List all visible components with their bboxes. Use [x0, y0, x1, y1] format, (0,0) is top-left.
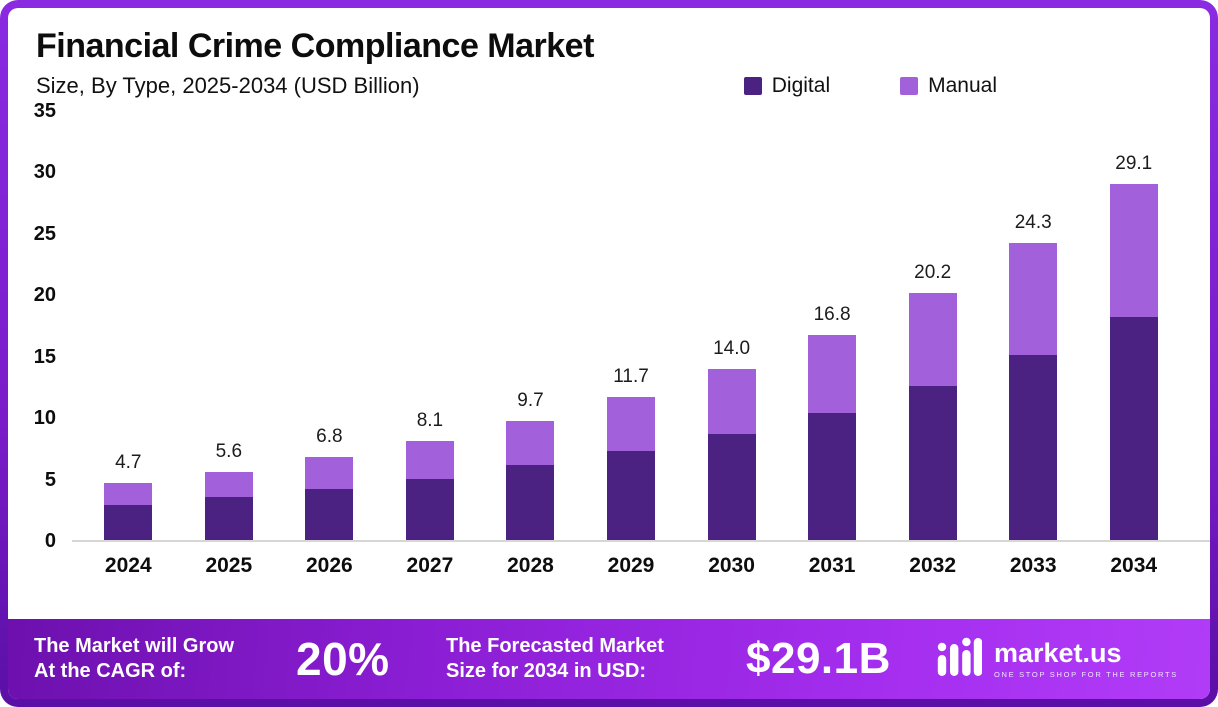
bar-total-label: 5.6: [215, 440, 243, 462]
bar-segment-digital: [204, 497, 253, 540]
cagr-label: The Market will Grow At the CAGR of:: [34, 634, 296, 684]
bar-column: 14.0: [681, 112, 782, 540]
bar-total-label: 29.1: [1115, 153, 1153, 175]
bar-total-label: 20.2: [914, 262, 952, 283]
bar-column: 4.7: [78, 112, 179, 540]
bar-total-label: 8.1: [416, 409, 444, 431]
bar-segment-manual: [1009, 242, 1058, 356]
bar-segment-digital: [506, 465, 555, 540]
legend-swatch: [743, 77, 762, 95]
bar-segment-manual: [204, 471, 253, 498]
chart-subtitle: Size, By Type, 2025-2034 (USD Billion): [36, 73, 420, 98]
y-axis-label: 5: [44, 468, 56, 491]
bar-segment-manual: [607, 396, 655, 451]
report-card-inner: Financial Crime Compliance Market Size, …: [8, 8, 1210, 699]
y-axis-label: 25: [33, 222, 56, 245]
bar-segment-manual: [808, 334, 857, 413]
bar-column: 16.8: [782, 112, 883, 540]
bar-segment-manual: [104, 482, 153, 505]
chart-title: Financial Crime Compliance Market: [36, 27, 594, 65]
plot-column: 4.7 5.6 6.8 8.1 9.7 11.7 14.0 16.8 20.2 24.3 29.1 …: [72, 112, 1210, 578]
legend-item: Manual: [900, 74, 997, 98]
forecast-label-line1: The Forecasted Market: [446, 635, 664, 657]
bar-segment-manual: [305, 456, 354, 489]
bar-column: 9.7: [480, 112, 581, 540]
bar-segment-manual: [1109, 184, 1158, 318]
brand-name: market.us: [993, 638, 1122, 668]
market-us-logo-icon: [936, 634, 983, 685]
bar-segment-digital: [908, 385, 957, 540]
bar-column: 5.6: [179, 112, 280, 540]
bar-total-label: 14.0: [713, 337, 751, 359]
brand-text: market.us ONE STOP SHOP FOR THE REPORTS: [994, 639, 1178, 679]
bar-segment-digital: [707, 433, 756, 540]
bar-column: 20.2: [882, 112, 983, 540]
y-axis: 0 5 10 15 20 25 30 35: [8, 100, 72, 552]
chart: 0 5 10 15 20 25 30 35 4.7 5.6 6.8 8.1 9.7 11.7 14.0 16…: [8, 100, 1210, 578]
x-axis-label: 2034: [1110, 554, 1158, 577]
plot-area: 4.7 5.6 6.8 8.1 9.7 11.7 14.0 16.8 20.2 24.3 29.1: [72, 112, 1210, 542]
legend-item: Digital: [743, 74, 831, 98]
forecast-label: The Forecasted Market Size for 2034 in U…: [446, 634, 746, 684]
legend: Digital Manual: [743, 74, 1182, 98]
bar-segment-digital: [1109, 317, 1158, 540]
x-axis-label: 2032: [909, 554, 956, 577]
bar-segment-manual: [506, 421, 555, 466]
bar-total-label: 24.3: [1014, 211, 1052, 233]
footer-banner: The Market will Grow At the CAGR of: 20%…: [8, 619, 1210, 699]
cagr-label-line2: At the CAGR of:: [34, 660, 187, 682]
bar-segment-manual: [707, 368, 756, 434]
bar-segment-digital: [607, 450, 655, 540]
x-axis-label: 2028: [507, 554, 554, 577]
y-axis-label: 0: [44, 530, 56, 552]
bar-column: 6.8: [279, 112, 380, 540]
bar-segment-digital: [1009, 355, 1058, 540]
y-axis-label: 10: [33, 407, 56, 430]
x-axis-label: 2024: [104, 554, 152, 577]
bar-total-label: 6.8: [316, 425, 343, 447]
x-axis: 2024 2025 2026 2027 2028 2029 2030 2031 2032 2033…: [72, 554, 1210, 578]
x-axis-label: 2033: [1009, 554, 1057, 577]
bar-segment-digital: [305, 488, 354, 540]
forecast-value: $29.1B: [746, 634, 891, 683]
x-axis-label: 2025: [205, 554, 253, 577]
bar-segment-digital: [104, 504, 153, 540]
bar-segment-manual: [908, 293, 957, 386]
bar-segment-manual: [405, 440, 454, 479]
y-axis-label: 20: [33, 284, 56, 307]
bar-total-label: 4.7: [115, 451, 142, 473]
cagr-value: 20%: [296, 633, 390, 685]
bar-segment-digital: [405, 478, 454, 540]
cagr-label-line1: The Market will Grow: [34, 635, 235, 657]
legend-swatch: [900, 77, 919, 95]
chart-header: Financial Crime Compliance Market Size, …: [8, 8, 1210, 102]
x-axis-label: 2027: [406, 554, 454, 577]
subtitle-row: Size, By Type, 2025-2034 (USD Billion) D…: [36, 70, 1182, 102]
legend-label: Digital: [771, 74, 831, 97]
brand-tagline: ONE STOP SHOP FOR THE REPORTS: [993, 670, 1178, 679]
bar-total-label: 9.7: [517, 390, 544, 412]
brand: market.us ONE STOP SHOP FOR THE REPORTS: [936, 634, 1184, 685]
legend-label: Manual: [928, 74, 997, 97]
forecast-label-line2: Size for 2034 in USD:: [446, 660, 647, 682]
y-axis-label: 30: [33, 161, 56, 184]
bar-total-label: 11.7: [613, 365, 649, 387]
y-axis-label: 15: [33, 345, 56, 368]
x-axis-label: 2030: [708, 554, 755, 577]
y-axis-label: 35: [33, 100, 56, 122]
bar-column: 11.7: [581, 112, 682, 540]
x-axis-label: 2031: [808, 554, 856, 577]
bar-column: 8.1: [380, 112, 481, 540]
bar-column: 29.1: [1083, 112, 1184, 540]
bar-total-label: 16.8: [813, 303, 851, 325]
bar-segment-digital: [808, 412, 857, 540]
x-axis-label: 2029: [607, 554, 655, 577]
bar-column: 24.3: [983, 112, 1084, 540]
x-axis-label: 2026: [306, 554, 353, 577]
